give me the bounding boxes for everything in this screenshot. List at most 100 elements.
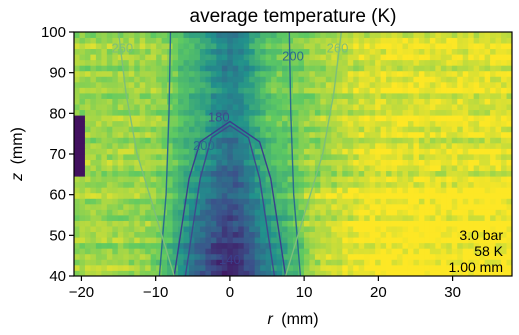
heatmap-cell — [506, 270, 512, 276]
heatmap-cell — [298, 48, 305, 55]
heatmap-cell — [101, 131, 108, 138]
heatmap-cell — [106, 81, 113, 88]
heatmap-cell — [413, 115, 420, 122]
heatmap-cell — [364, 148, 371, 155]
heatmap-cell — [451, 87, 458, 94]
heatmap-cell — [260, 248, 267, 255]
heatmap-cell — [161, 115, 168, 122]
heatmap-cell — [364, 109, 371, 116]
heatmap-cell — [265, 109, 272, 116]
heatmap-cell — [145, 65, 152, 72]
heatmap-cell — [205, 131, 212, 138]
heatmap-cell — [293, 76, 299, 83]
heatmap-cell — [249, 242, 256, 249]
heatmap-cell — [336, 220, 343, 227]
heatmap-cell — [342, 115, 349, 122]
heatmap-cell — [265, 98, 272, 105]
heatmap-cell — [375, 65, 382, 72]
heatmap-cell — [314, 76, 321, 83]
heatmap-cell — [293, 65, 299, 72]
heatmap-cell — [424, 43, 431, 50]
heatmap-cell — [227, 242, 234, 249]
heatmap-cell — [271, 37, 277, 44]
contour-line-260 — [284, 32, 342, 276]
heatmap-cell — [418, 115, 425, 122]
heatmap-cell — [303, 104, 310, 111]
heatmap-cell — [145, 176, 152, 183]
heatmap-cell — [298, 76, 305, 83]
heatmap-cell — [194, 226, 201, 233]
heatmap-cell — [402, 126, 409, 133]
heatmap-cell — [106, 253, 113, 260]
heatmap-cell — [424, 126, 431, 133]
heatmap-cell — [309, 43, 316, 50]
heatmap-cell — [397, 109, 403, 116]
heatmap-cell — [369, 131, 376, 138]
heatmap-cell — [484, 259, 491, 266]
heatmap-cell — [194, 87, 201, 94]
heatmap-cell — [134, 81, 141, 88]
heatmap-cell — [457, 98, 464, 105]
heatmap-cell — [369, 165, 376, 172]
heatmap-cell — [331, 93, 338, 99]
heatmap-cell — [451, 43, 458, 50]
heatmap-cell — [424, 253, 431, 260]
heatmap-cell — [314, 137, 321, 144]
heatmap-cell — [424, 226, 431, 233]
heatmap-cell — [172, 43, 179, 50]
heatmap-cell — [380, 98, 387, 105]
heatmap-cell — [386, 109, 392, 116]
heatmap-cell — [172, 165, 179, 172]
heatmap-cell — [276, 98, 283, 105]
heatmap-cell — [128, 70, 135, 77]
heatmap-cell — [128, 170, 135, 177]
heatmap-cell — [506, 76, 512, 83]
heatmap-cell — [495, 181, 502, 188]
heatmap-cell — [287, 226, 294, 233]
heatmap-cell — [221, 209, 228, 216]
heatmap-cell — [325, 192, 332, 199]
heatmap-cell — [249, 226, 256, 233]
heatmap-cell — [298, 115, 305, 122]
heatmap-cell — [287, 120, 294, 127]
heatmap-cell — [440, 54, 447, 61]
heatmap-cell — [413, 131, 420, 138]
heatmap-cell — [303, 142, 310, 149]
heatmap-cell — [479, 237, 486, 244]
heatmap-cell — [435, 215, 442, 221]
heatmap-cell — [210, 242, 217, 249]
heatmap-cell — [101, 248, 108, 255]
heatmap-cell — [210, 32, 217, 38]
heatmap-cell — [342, 209, 349, 216]
heatmap-cell — [150, 109, 157, 116]
heatmap-cell — [369, 32, 376, 38]
heatmap-cell — [134, 131, 141, 138]
heatmap-cell — [205, 59, 212, 66]
heatmap-cell — [462, 198, 469, 205]
heatmap-cell — [101, 76, 108, 83]
heatmap-cell — [369, 170, 376, 177]
heatmap-cell — [90, 37, 97, 44]
heatmap-cell — [178, 70, 184, 77]
heatmap-cell — [293, 176, 299, 183]
heatmap-cell — [462, 264, 469, 271]
heatmap-cell — [358, 231, 365, 238]
heatmap-cell — [386, 32, 392, 38]
heatmap-cell — [386, 203, 392, 210]
heatmap-cell — [479, 76, 486, 83]
heatmap-cell — [205, 65, 212, 72]
heatmap-cell — [276, 59, 283, 66]
heatmap-cell — [490, 137, 496, 144]
heatmap-cell — [413, 231, 420, 238]
heatmap-cell — [336, 215, 343, 221]
heatmap-cell — [320, 215, 327, 221]
heatmap-cell — [123, 37, 130, 44]
heatmap-cell — [90, 170, 97, 177]
heatmap-cell — [205, 215, 212, 221]
heatmap-cell — [282, 48, 288, 55]
heatmap-cell — [402, 242, 409, 249]
heatmap-cell — [506, 176, 512, 183]
heatmap-cell — [342, 187, 349, 194]
heatmap-cell — [490, 226, 496, 233]
heatmap-cell — [112, 231, 119, 238]
